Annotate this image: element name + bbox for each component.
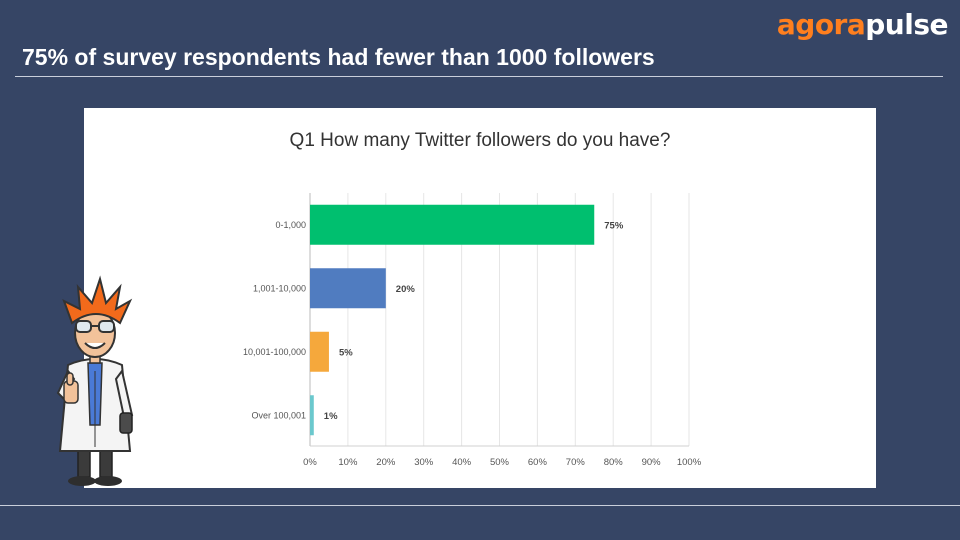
x-tick-label: 20% (376, 457, 396, 468)
x-tick-label: 40% (452, 457, 472, 468)
logo-part-agora: agora (776, 8, 866, 41)
value-label: 20% (396, 284, 416, 295)
bar-chart: 0% 10% 20% 30% 40% 50% 60% 70% 80% 90% 100% 0-1,000… (243, 193, 702, 468)
x-tick-label: 80% (604, 457, 624, 468)
bar (310, 204, 595, 245)
chart-title: Q1 How many Twitter followers do you hav… (289, 130, 671, 151)
agorapulse-logo: agorapulse (776, 8, 949, 41)
category-label: 1,001-10,000 (253, 283, 306, 293)
value-label: 1% (324, 411, 338, 422)
category-label: Over 100,001 (251, 410, 306, 420)
title-divider (15, 76, 943, 77)
value-label: 75% (604, 220, 624, 231)
bar (310, 268, 386, 309)
x-tick-label: 10% (338, 457, 358, 468)
category-label: 0-1,000 (275, 220, 306, 230)
chart-panel: Q1 How many Twitter followers do you hav… (84, 108, 876, 488)
value-label: 5% (339, 347, 353, 358)
footer-divider (0, 505, 960, 506)
x-tick-label: 100% (677, 457, 702, 468)
x-tick-label: 0% (303, 457, 317, 468)
x-tick-label: 50% (490, 457, 510, 468)
bar (310, 395, 314, 436)
logo-part-pulse: pulse (865, 8, 948, 41)
x-tick-label: 90% (642, 457, 662, 468)
bar (310, 331, 329, 372)
x-tick-label: 70% (566, 457, 586, 468)
category-label: 10,001-100,000 (243, 347, 306, 357)
x-tick-label: 30% (414, 457, 434, 468)
slide-title: 75% of survey respondents had fewer than… (22, 44, 655, 70)
scientist-thumbs-up-icon (56, 275, 134, 486)
x-tick-label: 60% (528, 457, 548, 468)
